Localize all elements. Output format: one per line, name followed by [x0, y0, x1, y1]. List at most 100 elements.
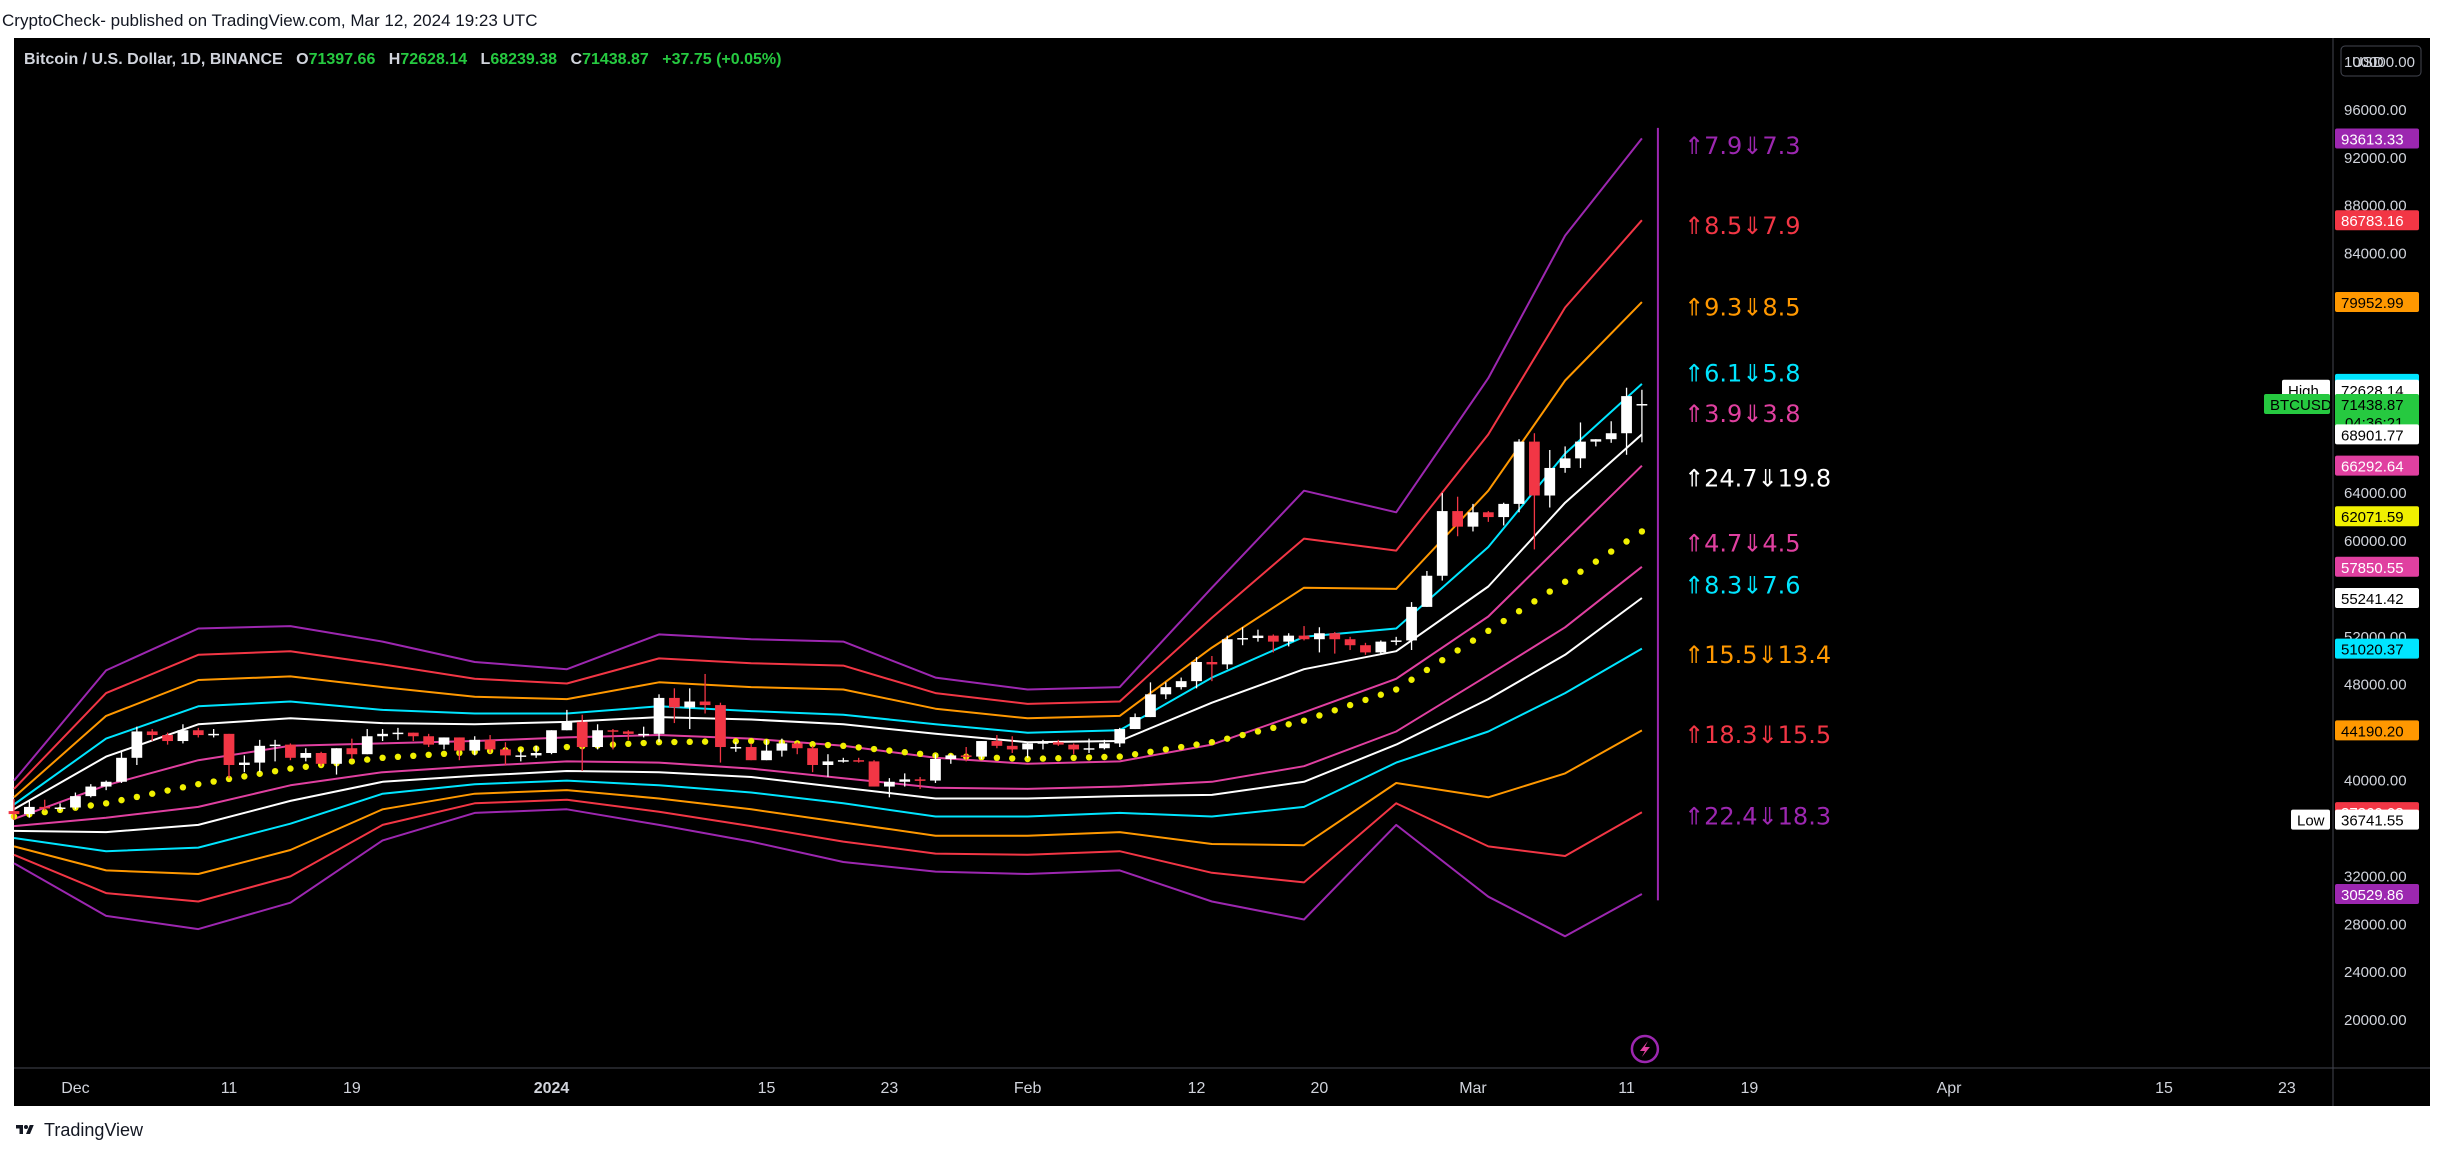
- ma-dot: [686, 738, 693, 746]
- price-tag: [2335, 394, 2419, 433]
- tradingview-logo-icon: [16, 1125, 34, 1134]
- ma-dot: [671, 738, 678, 746]
- price-tag-label: 51020.37: [2341, 642, 2404, 659]
- candle-body: [530, 753, 542, 756]
- candle-body: [730, 747, 742, 749]
- candle-body: [346, 748, 358, 755]
- ma-dot: [179, 784, 187, 791]
- band-ratio-label: ⇑3.9⇓3.8: [1684, 400, 1801, 428]
- candle-body: [960, 755, 972, 757]
- ma-dot: [1131, 751, 1139, 758]
- candle-body: [1421, 575, 1433, 607]
- ma-dot: [1638, 528, 1646, 535]
- candle-body: [269, 744, 281, 747]
- ma-dot: [410, 752, 417, 760]
- ma-dot: [118, 796, 125, 804]
- lightning-icon[interactable]: [1630, 1034, 1660, 1064]
- band-lower-1: [13, 566, 1643, 828]
- band-upper-0: [13, 433, 1643, 811]
- ma-dot: [394, 753, 402, 761]
- candle-body: [331, 748, 342, 764]
- symbol-legend: Bitcoin / U.S. Dollar, 1D, BINANCE O7139…: [24, 48, 781, 72]
- price-tag: [2335, 128, 2419, 149]
- close-value: 71438.87: [582, 51, 649, 68]
- candle-body: [1145, 694, 1156, 718]
- ma-dot: [256, 770, 263, 777]
- tradingview-logo[interactable]: TradingView: [14, 1116, 143, 1144]
- candle-body: [791, 743, 803, 749]
- ma-dot: [195, 780, 202, 788]
- candle-body: [1513, 441, 1525, 504]
- candle-body: [300, 753, 312, 758]
- candle-body: [1605, 433, 1617, 440]
- ma-dot: [1254, 728, 1262, 735]
- high-value: 72628.14: [400, 51, 468, 68]
- band-ratio-label: ⇑9.3⇓8.5: [1684, 293, 1801, 321]
- close-key: C: [570, 51, 583, 68]
- price-tag-label: 44190.20: [2341, 723, 2404, 740]
- candle-body: [1559, 458, 1571, 468]
- candle-body: [54, 807, 66, 810]
- ma-dot: [1193, 741, 1200, 748]
- ma-dot: [640, 739, 647, 747]
- price-axis[interactable]: [2333, 38, 2430, 1068]
- ma-dot: [1039, 755, 1047, 762]
- candle-body: [162, 735, 173, 742]
- open-value: 71397.66: [308, 51, 376, 68]
- currency-button[interactable]: [2340, 45, 2422, 77]
- candle-body: [1314, 633, 1325, 640]
- band-ratio-label: ⇑18.3⇓15.5: [1684, 721, 1831, 749]
- x-tick-label: 11: [1618, 1080, 1635, 1097]
- ma-dot: [133, 793, 141, 801]
- band-upper-4: [13, 137, 1643, 782]
- candle-body: [1406, 606, 1417, 641]
- ma-dot: [241, 773, 248, 780]
- candle-body: [837, 760, 849, 762]
- ma-dot: [1239, 731, 1246, 739]
- time-axis[interactable]: [14, 1068, 2430, 1106]
- candle-body: [285, 744, 296, 758]
- x-tick-label: 20: [1310, 1080, 1328, 1097]
- ma-dot: [886, 747, 893, 754]
- candle-body: [1283, 635, 1295, 642]
- price-tag-side: [2291, 809, 2330, 830]
- ma-dot: [1024, 755, 1031, 763]
- ma-dot: [302, 763, 309, 770]
- candle-body: [1498, 503, 1510, 518]
- candle-body: [1575, 441, 1586, 459]
- candle-body: [484, 739, 496, 750]
- y-tick-label: 96000.00: [2344, 102, 2407, 119]
- candle-body: [1390, 640, 1402, 642]
- ma-dot: [1362, 696, 1369, 704]
- ma-dot: [149, 790, 156, 797]
- candle-body: [653, 697, 665, 734]
- candle-body: [607, 730, 619, 732]
- price-tag-label: 36741.55: [2341, 813, 2404, 830]
- y-tick-label: 64000.00: [2344, 485, 2407, 502]
- candle-body: [453, 737, 465, 751]
- price-tag: [2335, 638, 2419, 659]
- x-tick-label: Dec: [61, 1080, 89, 1097]
- candle-body: [1452, 511, 1463, 527]
- ma-dot: [1607, 548, 1615, 555]
- ma-dot: [732, 738, 740, 745]
- symbol-title[interactable]: Bitcoin / U.S. Dollar, 1D, BINANCE: [24, 51, 283, 68]
- candle-body: [254, 745, 266, 763]
- candle-body: [592, 730, 603, 748]
- candle-body: [208, 733, 220, 736]
- candle-body: [1068, 744, 1080, 750]
- candle-body: [1129, 717, 1141, 730]
- ma-dot: [1439, 656, 1446, 664]
- band-lower-3: [13, 647, 1643, 853]
- ma-dot: [1377, 691, 1385, 698]
- ma-dot: [1147, 748, 1154, 756]
- candle-body: [945, 755, 957, 759]
- candle-body: [807, 748, 818, 765]
- chart-canvas[interactable]: USD100000.0096000.0092000.0088000.008400…: [0, 0, 2444, 1110]
- ma-dot: [364, 756, 371, 763]
- chart-area[interactable]: [14, 38, 2430, 1106]
- x-tick-label: 11: [221, 1080, 238, 1097]
- y-tick-label: 100000.00: [2344, 54, 2415, 71]
- ma-dot: [901, 749, 908, 756]
- price-tag-label: 62071.59: [2341, 509, 2404, 526]
